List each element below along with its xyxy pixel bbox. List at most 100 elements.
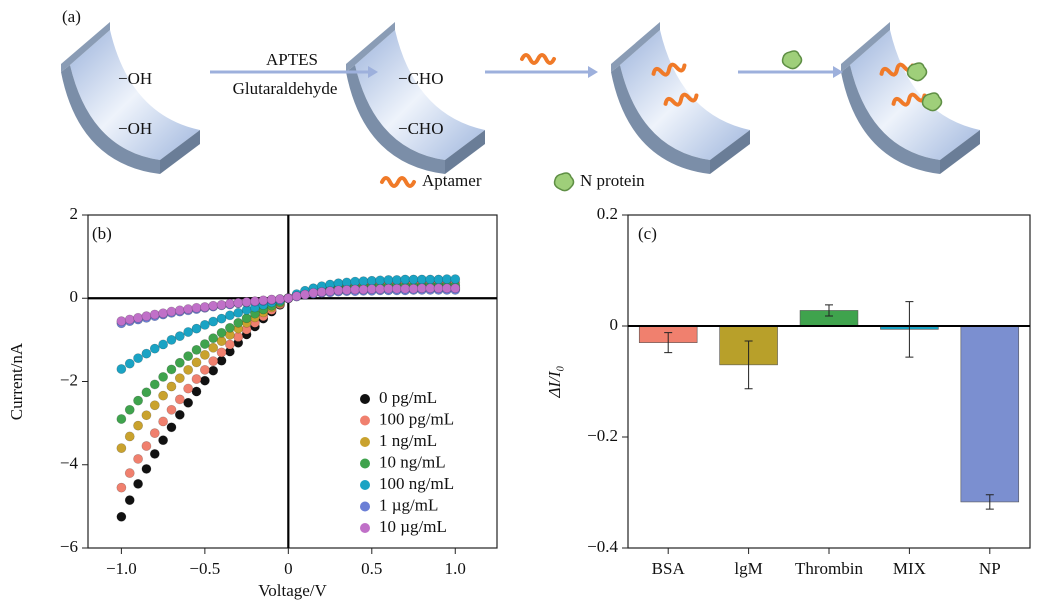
data-point [174,409,185,420]
data-point [141,311,152,322]
data-point [183,351,194,362]
data-point [158,372,169,382]
legend-label: 0 pg/mL [379,388,437,407]
data-point [183,364,194,375]
data-point [183,327,194,337]
legend-label: 1 ng/mL [379,431,437,450]
data-point [216,313,227,324]
data-point [191,386,202,397]
data-point [450,283,461,294]
data-point [233,297,244,308]
data-point [174,305,185,316]
legend-label: 1 µg/mL [379,495,438,514]
legend-protein-icon [553,172,575,192]
y-tick-label: −4 [60,454,79,473]
data-point [383,283,394,294]
data-point [158,390,169,401]
data-point [208,365,219,376]
data-point [124,495,135,506]
reagent-label: APTES [266,50,318,69]
data-point [366,275,377,286]
legend-marker [360,523,370,533]
data-point [208,300,219,311]
protein [906,62,928,82]
data-point [442,283,452,294]
data-point [375,275,386,286]
error-bar [664,332,673,354]
data-point [208,316,219,327]
data-point [141,410,152,421]
data-point [442,274,452,285]
data-point [224,310,235,321]
data-point [116,364,127,374]
data-point [350,284,361,295]
data-point [133,478,143,489]
data-point [183,383,194,394]
data-point [375,284,386,294]
data-point [233,317,244,328]
data-point [158,308,169,319]
data-point [199,349,210,360]
data-point [124,358,135,369]
y-tick-label: 0.2 [597,204,618,223]
data-point [183,397,194,408]
data-point [224,322,235,333]
data-point [191,302,202,313]
data-point [216,336,227,347]
data-point [141,348,152,359]
data-point [224,298,235,309]
data-point [116,482,127,493]
data-point [408,274,419,285]
aptamer-icon [520,53,556,65]
data-point [191,344,202,355]
legend-label: 10 ng/mL [379,452,446,471]
group-label: −OH [118,119,152,138]
y-axis-label: ΔI/I₀ [545,365,564,398]
data-point [208,342,219,353]
data-point [216,355,227,366]
data-point [166,364,177,375]
legend-marker [360,480,370,490]
legend-marker [360,501,370,512]
x-tick-label: −1.0 [106,559,137,578]
legend-label: Aptamer [422,171,482,190]
data-point [166,306,177,317]
data-point [174,373,185,384]
error-bar [825,304,833,317]
data-point [124,431,135,442]
data-point [199,302,210,312]
data-point [133,454,143,464]
x-tick-label: MIX [893,559,926,578]
data-point [366,284,377,294]
diagram-a: (a) −OH −OH APTES Glutaraldehyde −CHO −C… [61,7,980,192]
data-point [316,287,327,297]
data-point [391,275,402,285]
data-point [191,357,202,368]
x-tick-label: 0.5 [361,559,382,578]
y-tick-label: 2 [70,204,79,223]
data-point [199,339,210,349]
panel-label: (b) [92,224,112,243]
error-bar [905,301,914,358]
data-point [116,511,127,522]
data-point [275,294,285,304]
data-point [183,304,194,314]
data-point [408,283,419,294]
data-point [174,357,185,368]
data-point [166,334,177,345]
data-point [166,422,177,433]
group-label: −CHO [398,69,443,88]
data-point [158,339,169,350]
data-point [133,312,143,323]
data-point [208,333,219,344]
y-axis-label: Current/nA [7,342,26,420]
error-bar [985,494,994,510]
data-point [208,356,219,367]
y-tick-label: −6 [60,537,78,556]
legend-marker [360,458,370,469]
data-point [191,374,202,384]
data-point [158,435,169,446]
data-point [124,404,135,415]
y-tick-label: −0.4 [587,537,618,556]
